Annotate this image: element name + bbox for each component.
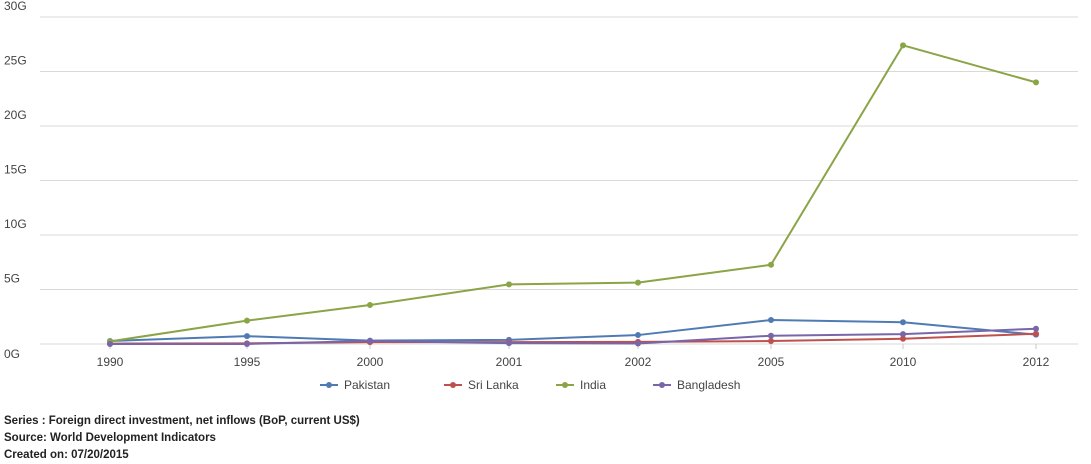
data-point-bangladesh — [506, 340, 512, 347]
legend-label: Pakistan — [344, 378, 390, 392]
series-lines — [107, 42, 1039, 347]
series-india — [107, 42, 1039, 345]
x-tick-label: 2005 — [758, 355, 785, 369]
legend-marker — [450, 382, 456, 388]
line-chart: 0G 5G 10G 15G 20G 25G 30G 1990 1995 2000 2001 2002… — [4, 0, 1078, 392]
series-line-bangladesh — [109, 327, 1037, 345]
data-point-india — [1033, 79, 1039, 86]
data-point-india — [900, 42, 906, 49]
data-point-bangladesh — [900, 331, 906, 338]
data-point-bangladesh — [1033, 325, 1039, 332]
x-tick-label: 2010 — [890, 355, 917, 369]
data-point-pakistan — [635, 332, 641, 339]
y-tick-label: 25G — [4, 54, 27, 68]
data-point-bangladesh — [367, 337, 373, 344]
legend-marker — [326, 382, 332, 388]
source-note: Source: World Development Indicators — [4, 432, 216, 444]
data-point-sri-lanka — [1033, 330, 1039, 337]
x-tick-label: 2000 — [357, 355, 384, 369]
y-tick-label: 30G — [4, 0, 27, 13]
data-point-india — [635, 279, 641, 286]
y-tick-label: 10G — [4, 217, 27, 231]
data-point-india — [244, 317, 250, 324]
data-point-bangladesh — [768, 332, 774, 339]
data-point-india — [768, 261, 774, 268]
series-bangladesh — [107, 325, 1039, 347]
legend-label: Bangladesh — [677, 378, 740, 392]
series-description: Series : Foreign direct investment, net … — [4, 415, 360, 427]
y-tick-label: 15G — [4, 163, 27, 177]
data-point-pakistan — [900, 319, 906, 326]
x-tick-label: 2001 — [496, 355, 523, 369]
x-axis-tick-labels: 1990 1995 2000 2001 2002 2005 2010 2012 — [97, 344, 1050, 369]
legend-label: India — [580, 378, 606, 392]
legend-item-pakistan: Pakistan — [320, 378, 390, 392]
y-tick-label: 20G — [4, 108, 27, 122]
legend: Pakistan Sri Lanka India Bangladesh — [320, 378, 740, 392]
y-tick-label: 5G — [4, 272, 20, 286]
y-tick-label: 0G — [4, 347, 20, 361]
data-point-sri-lanka — [768, 338, 774, 345]
created-date: Created on: 07/20/2015 — [4, 449, 129, 461]
data-point-bangladesh — [107, 340, 113, 347]
x-tick-label: 2012 — [1023, 355, 1050, 369]
data-point-pakistan — [768, 317, 774, 324]
data-point-india — [367, 301, 373, 308]
series-line-india — [109, 44, 1037, 343]
chart-footer: Series : Foreign direct investment, net … — [4, 413, 360, 464]
data-point-bangladesh — [635, 340, 641, 347]
x-tick-label: 1990 — [97, 355, 124, 369]
x-tick-label: 2002 — [625, 355, 652, 369]
legend-marker — [562, 382, 568, 388]
data-point-bangladesh — [244, 340, 250, 347]
x-tick-label: 1995 — [234, 355, 261, 369]
legend-item-india: India — [556, 378, 606, 392]
legend-item-bangladesh: Bangladesh — [653, 378, 740, 392]
data-point-sri-lanka — [900, 335, 906, 342]
y-axis-tick-labels: 0G 5G 10G 15G 20G 25G 30G — [4, 0, 27, 361]
series-line-pakistan — [109, 319, 1037, 342]
legend-marker — [659, 382, 665, 388]
legend-item-sri-lanka: Sri Lanka — [444, 378, 519, 392]
data-point-pakistan — [244, 333, 250, 340]
gridlines — [40, 16, 1078, 345]
data-point-india — [506, 281, 512, 288]
legend-label: Sri Lanka — [468, 378, 519, 392]
